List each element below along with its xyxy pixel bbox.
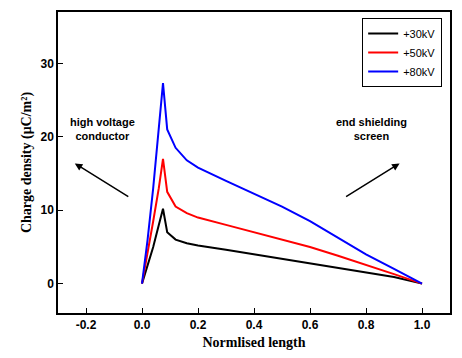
svg-text:0.2: 0.2 <box>190 318 207 332</box>
svg-text:0: 0 <box>47 277 54 291</box>
svg-text:+50kV: +50kV <box>403 47 435 59</box>
svg-text:1.0: 1.0 <box>414 318 431 332</box>
svg-text:0.8: 0.8 <box>358 318 375 332</box>
svg-text:-0.2: -0.2 <box>76 318 97 332</box>
svg-text:20: 20 <box>40 130 54 144</box>
svg-text:Normlised length: Normlised length <box>202 335 305 350</box>
svg-text:high voltageconductor: high voltageconductor <box>70 116 135 142</box>
svg-text:0.0: 0.0 <box>134 318 151 332</box>
svg-text:Charge density (μC/m²): Charge density (μC/m²) <box>19 92 35 234</box>
svg-text:+30kV: +30kV <box>403 28 435 40</box>
svg-text:0.6: 0.6 <box>302 318 319 332</box>
svg-text:+80kV: +80kV <box>403 66 435 78</box>
svg-text:end shieldingscreen: end shieldingscreen <box>336 116 407 142</box>
svg-text:0.4: 0.4 <box>246 318 263 332</box>
svg-text:10: 10 <box>40 203 54 217</box>
svg-text:30: 30 <box>40 57 54 71</box>
